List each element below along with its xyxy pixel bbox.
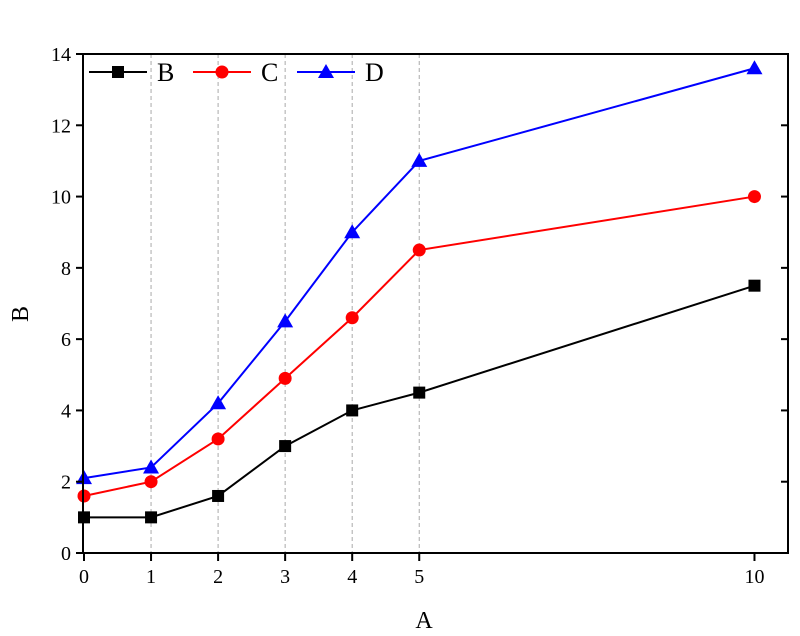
square-marker — [145, 511, 158, 524]
triangle-marker — [210, 395, 227, 410]
triangle-marker — [318, 64, 334, 78]
circle-marker — [215, 65, 229, 79]
triangle-marker — [344, 224, 361, 239]
legend-label: B — [157, 58, 174, 87]
y-tick-label: 4 — [61, 400, 71, 422]
triangle-marker — [746, 60, 763, 75]
series-group — [76, 60, 763, 524]
square-marker — [413, 386, 426, 399]
circle-marker — [345, 311, 359, 325]
circle-marker — [211, 432, 225, 446]
circle-marker — [278, 371, 292, 385]
triangle-marker — [411, 152, 428, 167]
x-tick-label: 10 — [744, 566, 764, 588]
series-C — [77, 190, 761, 503]
triangle-marker — [277, 313, 294, 328]
circle-marker — [412, 243, 426, 257]
y-tick-label: 12 — [51, 115, 71, 137]
y-tick-label: 8 — [61, 258, 71, 280]
x-tick-label: 5 — [414, 566, 424, 588]
x-tick-label: 4 — [347, 566, 357, 588]
legend-item-C: C — [193, 58, 278, 87]
y-tick-label: 2 — [61, 472, 71, 494]
x-tick-label: 1 — [146, 566, 156, 588]
y-tick-label: 14 — [51, 44, 71, 66]
x-axis-label: A — [415, 608, 433, 634]
square-marker — [748, 279, 761, 292]
legend-item-B: B — [89, 58, 174, 87]
y-tick-label: 6 — [61, 329, 71, 351]
series-B — [78, 279, 761, 524]
y-tick-label: 0 — [61, 543, 71, 565]
legend-label: D — [365, 58, 384, 87]
plot-frame — [82, 53, 789, 554]
legend: B C D — [89, 58, 384, 87]
grid-lines — [150, 54, 420, 553]
triangle-marker — [143, 459, 160, 474]
y-tick-label: 10 — [51, 187, 71, 209]
legend-label: C — [261, 58, 278, 87]
legend-item-D: D — [297, 58, 384, 87]
circle-marker — [144, 475, 158, 489]
series-D — [76, 60, 763, 485]
x-tick-label: 3 — [280, 566, 290, 588]
circle-marker — [747, 190, 761, 204]
x-tick-label: 2 — [213, 566, 223, 588]
square-marker — [212, 489, 225, 502]
series-line — [83, 195, 755, 497]
square-marker — [112, 66, 124, 78]
square-marker — [279, 440, 292, 453]
x-tick-label: 0 — [79, 566, 89, 588]
y-axis-label: B — [8, 306, 34, 322]
square-marker — [346, 404, 359, 417]
